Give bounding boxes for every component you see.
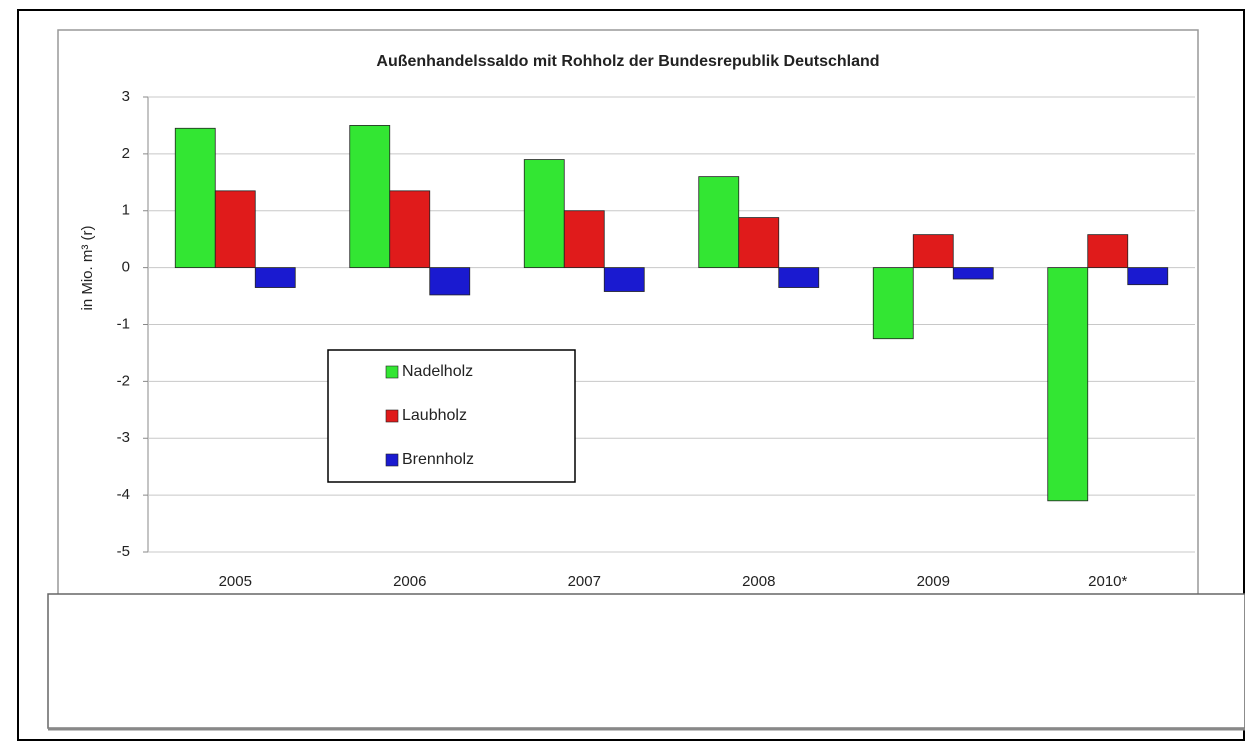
- x-tick-label: 2007: [568, 573, 601, 590]
- x-tick-label: 2009: [917, 573, 950, 590]
- bar: [349, 125, 391, 269]
- legend-swatch: [385, 365, 399, 379]
- bar: [174, 127, 216, 269]
- chart-frame: [57, 29, 1199, 596]
- legend: Nadelholz Laubholz Brennholz: [327, 349, 576, 483]
- x-tick-label: 2006: [393, 573, 426, 590]
- chart-title: Außenhandelssaldo mit Rohholz der Bundes…: [376, 53, 879, 70]
- bar: [738, 217, 780, 269]
- legend-box: [327, 349, 576, 483]
- bar: [254, 267, 296, 288]
- bar: [872, 267, 914, 340]
- y-tick-label: -5: [117, 543, 130, 560]
- y-tick-label: -2: [117, 372, 130, 389]
- bar: [563, 210, 605, 269]
- y-tick-label: -1: [117, 315, 130, 332]
- bar: [1087, 234, 1129, 269]
- bar: [778, 267, 820, 288]
- x-tick-label: 2005: [219, 573, 252, 590]
- bar: [1047, 267, 1089, 502]
- y-axis-label: in Mio. m³ (r): [79, 226, 96, 311]
- legend-label: Brennholz: [402, 451, 474, 468]
- y-tick-label: 2: [122, 145, 130, 162]
- y-tick-label: 3: [122, 88, 130, 105]
- bar: [523, 159, 565, 269]
- bar: [952, 267, 994, 280]
- bar: [603, 267, 645, 292]
- y-tick-label: 1: [122, 202, 130, 219]
- legend-label: Nadelholz: [402, 363, 473, 380]
- y-tick-label: 0: [122, 259, 130, 276]
- bar: [429, 267, 471, 296]
- bar: [214, 190, 256, 269]
- y-tick-label: -3: [117, 429, 130, 446]
- y-tick-label: -4: [117, 486, 130, 503]
- bar: [912, 234, 954, 269]
- legend-label: Laubholz: [402, 407, 467, 424]
- x-tick-label: 2010*: [1088, 573, 1127, 590]
- bar: [389, 190, 431, 269]
- bar: [698, 176, 740, 269]
- bar: [1127, 267, 1169, 286]
- legend-swatch: [385, 409, 399, 423]
- legend-swatch: [385, 453, 399, 467]
- overlay-box: [47, 593, 1245, 729]
- x-tick-label: 2008: [742, 573, 775, 590]
